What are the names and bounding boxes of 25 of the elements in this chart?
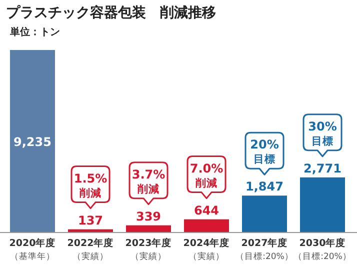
bar [126, 225, 171, 232]
annotation: 30%目標 [308, 119, 337, 148]
x-tick-label: 2024年度（実績） [183, 237, 230, 262]
x-tick-label: 2022年度（実績） [67, 237, 114, 262]
x-tick-label: 2020年度（基準年） [9, 237, 56, 262]
x-tick-label: 2030年度（目標:20%） [294, 237, 352, 262]
chart-title: プラスチック容器包装 削減推移 [6, 4, 216, 21]
chart-subtitle: 単位：トン [9, 26, 60, 38]
annotation: 1.5%削減 [74, 171, 108, 200]
x-tick-label: 2023年度（実績） [125, 237, 172, 262]
data-label: 9,235 [14, 135, 52, 149]
annotation: 7.0%削減 [190, 161, 224, 190]
x-tick-label: 2027年度（目標:20%） [236, 237, 294, 262]
bar [68, 229, 113, 232]
data-label: 339 [136, 209, 162, 224]
data-label: 644 [194, 203, 220, 218]
bar [242, 196, 287, 232]
bar [300, 177, 345, 232]
data-label: 2,771 [304, 161, 342, 176]
data-label: 137 [78, 213, 104, 228]
annotation: 3.7%削減 [132, 167, 166, 196]
bar [184, 219, 229, 232]
annotation: 20%目標 [250, 138, 279, 166]
data-label: 1,847 [246, 180, 284, 194]
bar [10, 50, 55, 232]
